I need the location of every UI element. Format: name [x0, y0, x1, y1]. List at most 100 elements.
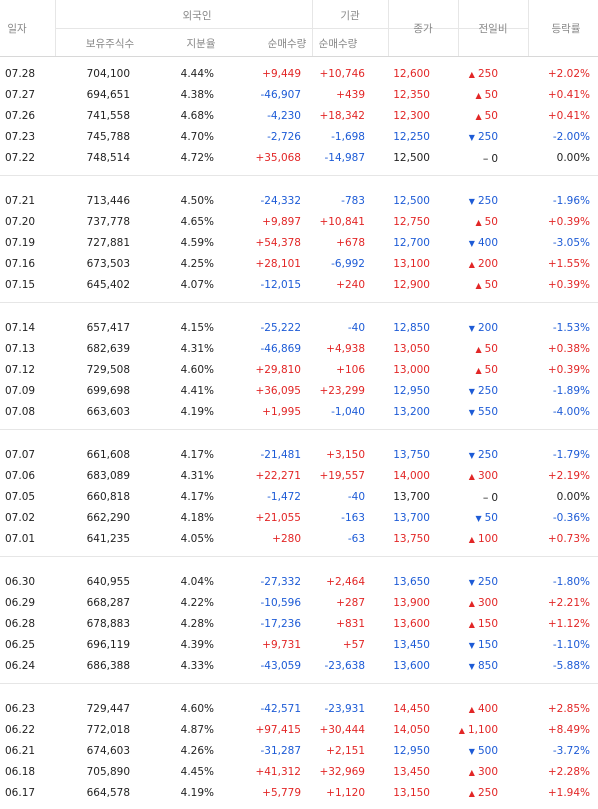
- close-cell: 12,300: [393, 110, 430, 122]
- close-cell: 13,450: [393, 766, 430, 778]
- change-cell: ▲ 50: [475, 110, 498, 122]
- change-cell: ▲ 400: [469, 703, 498, 715]
- direction-arrow: ▲: [475, 217, 482, 227]
- date-cell: 07.14: [5, 322, 36, 334]
- date-cell: 07.21: [5, 195, 36, 207]
- header-col-line: [55, 0, 56, 56]
- direction-arrow: ▼: [468, 238, 475, 248]
- rate-cell: -0.36%: [552, 512, 590, 524]
- holdings-cell: 668,287: [86, 597, 130, 609]
- holdings-cell: 772,018: [86, 724, 130, 736]
- ratio-cell: 4.19%: [180, 406, 214, 418]
- direction-arrow: ▲: [475, 280, 482, 290]
- change-cell: ▲ 300: [469, 470, 498, 482]
- ratio-cell: 4.50%: [180, 195, 214, 207]
- foreign-net-cell: -25,222: [260, 322, 301, 334]
- change-value: 300: [477, 597, 498, 609]
- rate-cell: +1.55%: [547, 258, 590, 270]
- inst-net-cell: -23,638: [324, 660, 365, 672]
- ratio-cell: 4.39%: [180, 639, 214, 651]
- foreign-net-cell: +9,731: [262, 639, 301, 651]
- ratio-cell: 4.72%: [180, 152, 214, 164]
- rate-cell: +2.28%: [547, 766, 590, 778]
- change-cell: ▼ 200: [469, 322, 498, 334]
- holdings-cell: 686,388: [86, 660, 130, 672]
- date-cell: 06.18: [5, 766, 36, 778]
- ratio-cell: 4.17%: [180, 449, 214, 461]
- date-cell: 07.08: [5, 406, 36, 418]
- ratio-cell: 4.22%: [180, 597, 214, 609]
- holdings-cell: 748,514: [86, 152, 130, 164]
- direction-arrow: ▲: [475, 90, 482, 100]
- change-value: 200: [477, 258, 498, 270]
- rate-cell: -1.53%: [552, 322, 590, 334]
- direction-arrow: ▲: [468, 471, 475, 481]
- holdings-cell: 663,603: [86, 406, 130, 418]
- ratio-cell: 4.59%: [180, 237, 214, 249]
- inst-net-cell: +18,342: [319, 110, 365, 122]
- foreign-net-cell: +9,897: [262, 216, 301, 228]
- rate-cell: +0.39%: [547, 364, 590, 376]
- inst-net-cell: +106: [336, 364, 365, 376]
- header-col-line: [528, 0, 529, 56]
- header-cell: 등락률: [551, 23, 581, 35]
- holdings-cell: 661,608: [86, 449, 130, 461]
- change-value: 150: [477, 639, 498, 651]
- close-cell: 14,000: [393, 470, 430, 482]
- rate-cell: -2.00%: [552, 131, 590, 143]
- holdings-cell: 660,818: [86, 491, 130, 503]
- direction-arrow: ▼: [468, 196, 475, 206]
- change-cell: –0: [483, 491, 498, 504]
- change-value: 250: [477, 385, 498, 397]
- change-value: 50: [484, 364, 498, 376]
- header-cell: 일자: [7, 23, 27, 35]
- date-cell: 06.30: [5, 576, 36, 588]
- holdings-cell: 741,558: [86, 110, 130, 122]
- close-cell: 13,900: [393, 597, 430, 609]
- header-col-line: [388, 0, 389, 56]
- inst-net-cell: +831: [336, 618, 365, 630]
- group-divider: [0, 175, 598, 176]
- close-cell: 13,600: [393, 660, 430, 672]
- close-cell: 13,100: [393, 258, 430, 270]
- inst-net-cell: +30,444: [319, 724, 365, 736]
- change-cell: ▲ 250: [469, 68, 498, 80]
- holdings-cell: 641,235: [86, 533, 130, 545]
- close-cell: 13,750: [393, 449, 430, 461]
- inst-net-cell: +439: [336, 89, 365, 101]
- date-cell: 07.01: [5, 533, 36, 545]
- ratio-cell: 4.65%: [180, 216, 214, 228]
- holdings-cell: 727,881: [86, 237, 130, 249]
- direction-arrow: ▲: [468, 534, 475, 544]
- ratio-cell: 4.19%: [180, 787, 214, 799]
- change-value: 0: [491, 152, 498, 165]
- ratio-cell: 4.07%: [180, 279, 214, 291]
- holdings-cell: 678,883: [86, 618, 130, 630]
- rate-cell: -1.10%: [552, 639, 590, 651]
- holdings-cell: 664,578: [86, 787, 130, 799]
- change-cell: ▼ 250: [469, 449, 498, 461]
- date-cell: 07.06: [5, 470, 36, 482]
- holdings-cell: 662,290: [86, 512, 130, 524]
- ratio-cell: 4.15%: [180, 322, 214, 334]
- direction-arrow: ▼: [468, 132, 475, 142]
- change-value: 100: [477, 533, 498, 545]
- foreign-net-cell: -12,015: [260, 279, 301, 291]
- date-cell: 07.13: [5, 343, 36, 355]
- inst-net-cell: -163: [341, 512, 365, 524]
- change-value: 250: [477, 131, 498, 143]
- change-cell: ▲ 50: [475, 89, 498, 101]
- rate-cell: -1.79%: [552, 449, 590, 461]
- inst-net-cell: -1,040: [331, 406, 365, 418]
- rate-cell: +1.94%: [547, 787, 590, 799]
- foreign-net-cell: -2,726: [267, 131, 301, 143]
- holdings-cell: 745,788: [86, 131, 130, 143]
- foreign-net-cell: -43,059: [260, 660, 301, 672]
- group-divider: [0, 429, 598, 430]
- group-divider: [0, 683, 598, 684]
- close-cell: 13,150: [393, 787, 430, 799]
- close-cell: 12,750: [393, 216, 430, 228]
- change-cell: ▼ 50: [475, 512, 498, 524]
- rate-cell: -3.72%: [552, 745, 590, 757]
- direction-arrow: ▼: [475, 513, 482, 523]
